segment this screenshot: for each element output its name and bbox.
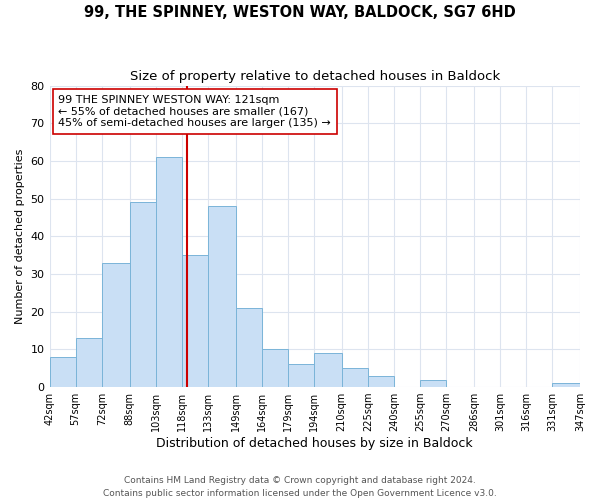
- Bar: [420, 380, 446, 387]
- Bar: [208, 206, 236, 387]
- Bar: [102, 262, 130, 387]
- Bar: [182, 255, 208, 387]
- Text: 99, THE SPINNEY, WESTON WAY, BALDOCK, SG7 6HD: 99, THE SPINNEY, WESTON WAY, BALDOCK, SG…: [84, 5, 516, 20]
- Y-axis label: Number of detached properties: Number of detached properties: [15, 148, 25, 324]
- Bar: [50, 357, 76, 387]
- Bar: [552, 384, 580, 387]
- Bar: [262, 350, 288, 387]
- Bar: [368, 376, 394, 387]
- Bar: [342, 368, 368, 387]
- Bar: [130, 202, 155, 387]
- Text: Contains HM Land Registry data © Crown copyright and database right 2024.
Contai: Contains HM Land Registry data © Crown c…: [103, 476, 497, 498]
- Text: 99 THE SPINNEY WESTON WAY: 121sqm
← 55% of detached houses are smaller (167)
45%: 99 THE SPINNEY WESTON WAY: 121sqm ← 55% …: [58, 95, 331, 128]
- X-axis label: Distribution of detached houses by size in Baldock: Distribution of detached houses by size …: [157, 437, 473, 450]
- Bar: [155, 157, 182, 387]
- Bar: [288, 364, 314, 387]
- Bar: [314, 353, 342, 387]
- Bar: [236, 308, 262, 387]
- Title: Size of property relative to detached houses in Baldock: Size of property relative to detached ho…: [130, 70, 500, 83]
- Bar: [76, 338, 102, 387]
